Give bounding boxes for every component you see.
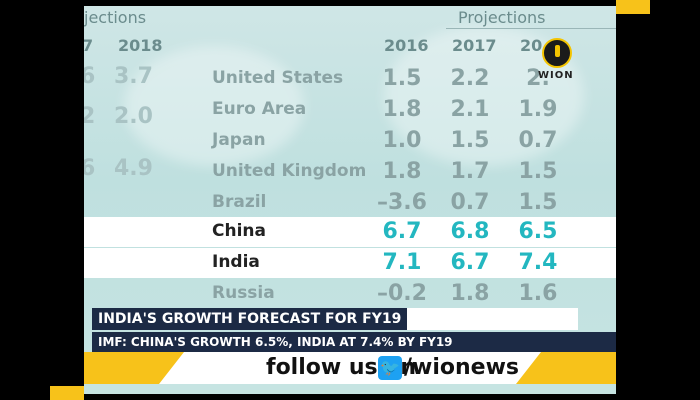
table-row: Euro Area 1.8 2.1 1.9 <box>84 95 616 125</box>
table-row: Russia –0.2 1.8 1.6 <box>84 279 616 309</box>
growth-value: 1.7 <box>450 159 490 184</box>
table-row: United States 1.5 2.2 2. <box>84 64 616 94</box>
left-year-header: 7 <box>84 36 94 55</box>
ghost-value: 2 <box>84 104 96 129</box>
ghost-value: 2.0 <box>114 104 153 129</box>
country-label: Brazil <box>212 192 267 212</box>
headline-subtitle: IMF: CHINA'S GROWTH 6.5%, INDIA AT 7.4% … <box>92 332 616 352</box>
headline-banner: INDIA'S GROWTH FORECAST FOR FY19 <box>92 308 578 330</box>
growth-value: 1.8 <box>382 159 422 184</box>
growth-value: 0.7 <box>518 128 558 153</box>
follow-bar: follow us on 🐦 /wionews <box>84 352 616 384</box>
growth-value: 1.8 <box>450 281 490 306</box>
table-row: Japan 1.0 1.5 0.7 <box>84 126 616 156</box>
growth-value: 6.7 <box>450 250 490 275</box>
growth-value: 6.5 <box>518 219 558 244</box>
country-label: United Kingdom <box>212 161 367 181</box>
social-handle: /wionews <box>404 355 520 380</box>
growth-value: 6.7 <box>382 219 422 244</box>
growth-value: 7.1 <box>382 250 422 275</box>
growth-value: 1.6 <box>518 281 558 306</box>
table-row: India 7.1 6.7 7.4 <box>84 248 616 278</box>
growth-value: –3.6 <box>377 190 427 215</box>
wion-logo: WION <box>538 38 578 86</box>
country-label: Japan <box>212 130 266 150</box>
ghost-value: 4.9 <box>114 156 153 181</box>
year-header-2016: 2016 <box>384 36 429 55</box>
ghost-value: 6 <box>84 64 96 89</box>
growth-value: 1.5 <box>450 128 490 153</box>
growth-value: 2. <box>526 66 550 91</box>
table-row: Brazil –3.6 0.7 1.5 <box>84 188 616 218</box>
left-year-header: 2018 <box>118 36 163 55</box>
growth-value: 6.8 <box>450 219 490 244</box>
country-label: Russia <box>212 283 275 303</box>
year-header-2018: 20 <box>520 36 543 55</box>
projections-header: Projections <box>458 8 546 27</box>
country-label: United States <box>212 68 344 88</box>
growth-value: 1.0 <box>382 128 422 153</box>
growth-value: 1.5 <box>518 159 558 184</box>
country-label: India <box>212 252 260 272</box>
projections-underline <box>446 28 616 29</box>
ghost-value: 6 <box>84 156 96 181</box>
logo-text: WION <box>538 70 574 81</box>
growth-value: 1.8 <box>382 97 422 122</box>
table-row: China 6.7 6.8 6.5 <box>84 217 616 247</box>
twitter-icon: 🐦 <box>378 356 402 380</box>
corner-accent <box>50 386 84 400</box>
growth-value: 1.9 <box>518 97 558 122</box>
map-background <box>124 46 304 166</box>
growth-value: 2.1 <box>450 97 490 122</box>
left-projections-header: jections <box>84 8 147 27</box>
accent-stripe <box>516 352 616 384</box>
growth-value: 0.7 <box>450 190 490 215</box>
table-row: United Kingdom 1.8 1.7 1.5 <box>84 157 616 187</box>
growth-value: 1.5 <box>518 190 558 215</box>
accent-stripe <box>84 352 184 384</box>
growth-value: 7.4 <box>518 250 558 275</box>
year-header-2017: 2017 <box>452 36 497 55</box>
country-label: Euro Area <box>212 99 307 119</box>
corner-accent <box>616 0 650 14</box>
logo-icon <box>542 38 572 68</box>
growth-value: 1.5 <box>382 66 422 91</box>
headline-title: INDIA'S GROWTH FORECAST FOR FY19 <box>92 308 408 330</box>
growth-value: –0.2 <box>377 281 427 306</box>
growth-value: 2.2 <box>450 66 490 91</box>
country-label: China <box>212 221 266 241</box>
ghost-value: 3.7 <box>114 64 153 89</box>
